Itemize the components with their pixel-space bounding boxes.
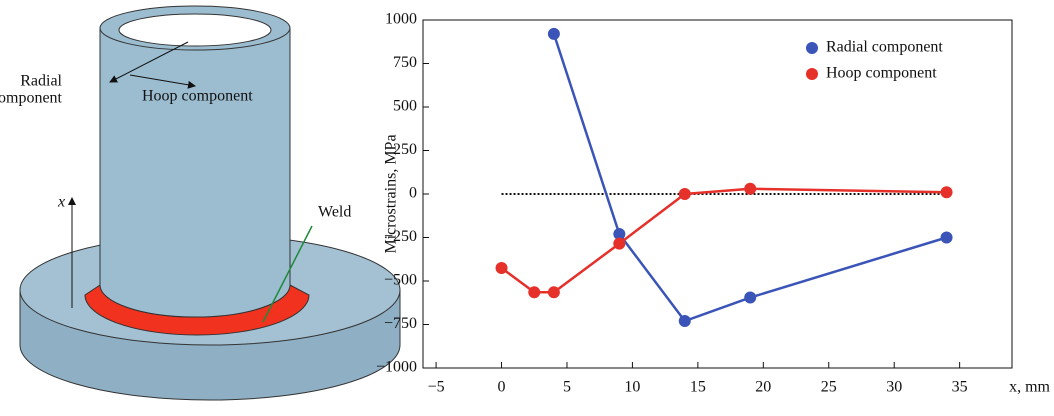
y-tick-label: 250 [393, 141, 417, 158]
x-tick-label: 25 [821, 379, 837, 396]
y-tick-label: −500 [384, 272, 417, 289]
point [548, 286, 560, 298]
x-tick-label: 5 [563, 379, 571, 396]
legend-marker [806, 68, 818, 80]
point [548, 28, 560, 40]
hoop-label: Hoop component [142, 88, 253, 105]
y-tick-label: 0 [409, 185, 417, 202]
diagram: Radial component Hoop component x Weld [0, 6, 400, 400]
point [941, 232, 953, 244]
x-axis-label: x, mm [1009, 379, 1050, 396]
bore [119, 14, 271, 46]
point [679, 315, 691, 327]
y-tick-label: 1000 [385, 11, 417, 28]
x-tick-label: 10 [624, 379, 640, 396]
point [744, 183, 756, 195]
y-tick-label: 500 [393, 98, 417, 115]
x-tick-label: 0 [498, 379, 506, 396]
x-label: x [57, 194, 65, 211]
x-tick-label: 35 [952, 379, 968, 396]
x-tick-label: 20 [755, 379, 771, 396]
x-tick-label: 15 [690, 379, 706, 396]
x-tick-label: 30 [886, 379, 902, 396]
radial-label: component [0, 90, 63, 107]
cylinder [100, 28, 290, 317]
series-line [502, 189, 947, 293]
y-tick-label: −250 [384, 228, 417, 245]
legend-label: Radial component [826, 39, 943, 56]
point [613, 238, 625, 250]
page: Radial component Hoop component x Weld M… [0, 0, 1054, 411]
legend-label: Hoop component [826, 65, 937, 82]
weld-label: Weld [318, 204, 351, 221]
y-tick-label: −750 [384, 315, 417, 332]
legend-marker [806, 42, 818, 54]
point [941, 186, 953, 198]
point [744, 292, 756, 304]
x-tick-label: −5 [428, 379, 445, 396]
point [496, 262, 508, 274]
point [528, 286, 540, 298]
y-tick-label: 750 [393, 54, 417, 71]
point [679, 188, 691, 200]
radial-label: Radial [20, 73, 62, 90]
y-tick-label: −1000 [376, 359, 417, 376]
